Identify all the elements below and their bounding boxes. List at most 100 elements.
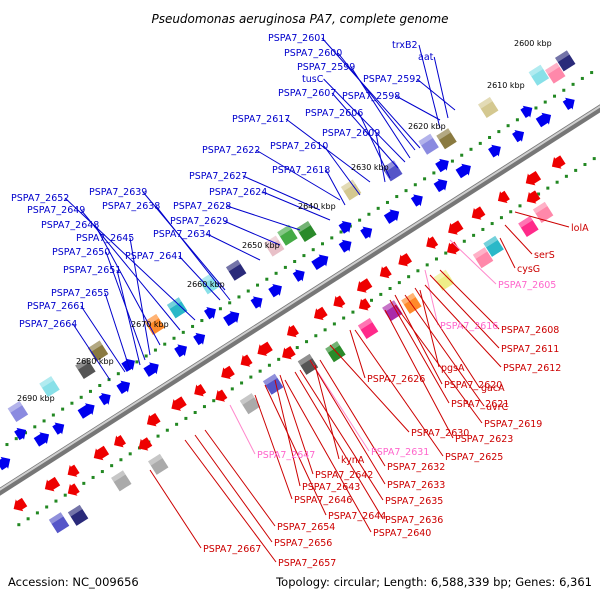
feature-box <box>340 179 362 201</box>
minus-gene-label: gacA <box>481 383 505 394</box>
minus-gene-label: PSPA7_2633 <box>387 480 445 491</box>
plus-gene-label: PSPA7_2651 <box>63 265 121 276</box>
plus-gene-arrow-shape <box>455 163 471 179</box>
tick-dot <box>469 147 473 151</box>
minus-gene-arrow-shape <box>379 265 392 279</box>
tick-dot <box>562 88 566 92</box>
tick-dot <box>413 183 417 187</box>
tick-dot <box>302 254 306 258</box>
plus-gene-arrow <box>121 358 135 372</box>
plus-label-leader <box>323 78 406 163</box>
feature-box <box>433 269 455 291</box>
minus-label-leader <box>349 329 366 379</box>
minus-label-leader <box>299 369 384 501</box>
tick-dot <box>175 422 179 426</box>
plus-gene-arrow-shape <box>512 129 525 143</box>
kbp-tick-label: 2670 kbp <box>131 320 169 329</box>
tick-dot <box>580 76 584 80</box>
genome-summary-text: Topology: circular; Length: 6,588,339 bp… <box>275 575 592 589</box>
tick-dot <box>592 157 596 161</box>
minus-gene-arrow-shape <box>257 341 273 357</box>
minus-gene-arrow <box>526 190 541 204</box>
plus-gene-arrow-shape <box>143 362 159 377</box>
plus-gene-arrow <box>250 296 263 309</box>
tick-dot <box>314 334 318 338</box>
plus-gene-label: PSPA7_2648 <box>41 220 99 231</box>
minus-gene-label: PSPA7_2643 <box>302 482 360 493</box>
feature-box <box>166 297 188 319</box>
kbp-tick-label: 2690 kbp <box>17 394 55 403</box>
minus-gene-arrow-shape <box>286 324 299 338</box>
feature-box-shine <box>239 393 255 405</box>
tick-dot <box>499 216 503 220</box>
plus-gene-arrow <box>433 178 448 193</box>
tick-dot <box>574 168 578 172</box>
feature-box-shine <box>545 62 560 75</box>
minus-label-leader <box>404 294 485 407</box>
plus-gene-arrow <box>435 158 449 173</box>
feature-box-fill <box>518 216 539 238</box>
feature-box-fill <box>340 179 362 201</box>
plus-gene-arrow <box>268 284 282 298</box>
minus-gene-label: PSPA7_2605 <box>498 280 556 291</box>
minus-gene-label: PSPA7_2647 <box>257 450 315 461</box>
plus-label-leader <box>331 92 399 169</box>
plus-gene-arrow <box>0 456 11 471</box>
plus-gene-arrow-shape <box>116 380 131 395</box>
plus-gene-arrow-shape <box>98 393 111 406</box>
plus-label-leader <box>72 323 111 381</box>
tick-dot <box>256 283 260 287</box>
minus-gene-arrow-shape <box>313 306 328 321</box>
minus-gene-label: PSPA7_2642 <box>315 470 373 481</box>
feature-box-fill <box>532 201 554 223</box>
plus-label-leader <box>129 237 151 356</box>
tick-dot <box>265 277 269 281</box>
minus-gene-label: PSPA7_2608 <box>501 325 559 336</box>
tick-dot <box>98 383 102 387</box>
tick-dot <box>42 419 46 423</box>
minus-gene-arrow <box>286 324 299 338</box>
tick-dot <box>191 324 195 328</box>
plus-gene-label: PSPA7_2641 <box>125 251 183 262</box>
plus-gene-arrow <box>338 220 352 234</box>
minus-gene-arrow <box>221 365 235 380</box>
tick-dot <box>144 354 148 358</box>
plus-gene-arrow-shape <box>410 194 423 207</box>
minus-gene-label: PSPA7_2632 <box>387 462 445 473</box>
feature-box-fill <box>296 221 317 243</box>
minus-label-leader <box>394 304 483 424</box>
minus-gene-arrow <box>215 389 228 402</box>
minus-gene-label: PSPA7_2656 <box>274 538 332 549</box>
kbp-tick-labels: 2600 kbp 2610 kbp 2620 kbp 2630 kbp 2640 kbp… <box>17 39 552 403</box>
minus-label-leader <box>279 374 314 475</box>
tick-dot <box>116 372 120 376</box>
minus-gene-arrow-shape <box>221 365 235 380</box>
feature-box <box>478 96 499 119</box>
feature-box <box>7 400 29 422</box>
tick-dot <box>110 464 114 468</box>
minus-label-leader <box>294 371 384 520</box>
tick-dot <box>277 357 281 361</box>
feature-box-fill <box>433 269 455 291</box>
feature-box-fill <box>7 400 29 422</box>
tick-dot <box>330 236 334 240</box>
plus-gene-label: PSPA7_2638 <box>102 201 160 212</box>
tick-dot <box>388 287 392 291</box>
tick-dot <box>397 281 401 285</box>
plus-gene-label: PSPA7_2609 <box>322 128 380 139</box>
feature-box-fill <box>418 133 439 155</box>
plus-gene-arrow <box>383 209 400 224</box>
tick-dot <box>119 458 123 462</box>
tick-dot <box>555 180 559 184</box>
tick-dot <box>212 399 216 403</box>
feature-box-fill <box>382 160 403 182</box>
minus-gene-arrow <box>357 278 373 293</box>
plus-label-leader <box>323 145 361 196</box>
feature-box-shine <box>382 300 397 312</box>
feature-box-fill <box>75 358 96 380</box>
minus-gene-label: PSPA7_2619 <box>484 419 542 430</box>
minus-gene-label: lolA <box>571 223 589 234</box>
feature-box-fill <box>357 318 379 340</box>
minus-gene-label: PSPA7_2612 <box>503 363 561 374</box>
feature-box-shine <box>148 453 163 466</box>
